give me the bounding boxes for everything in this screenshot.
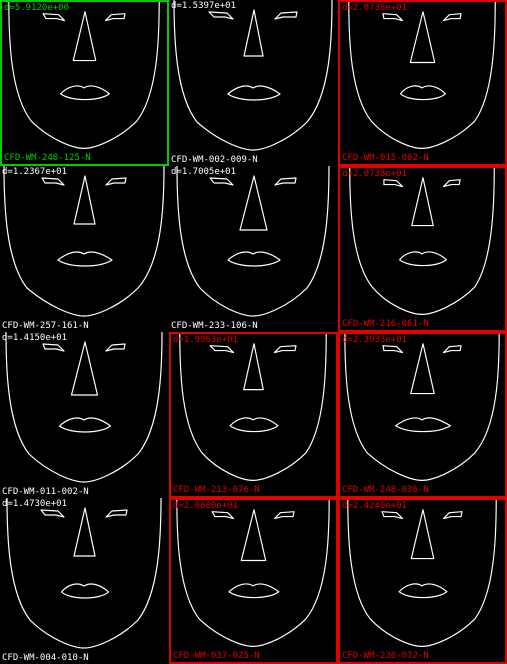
face-landmark-drawing (2, 2, 167, 164)
face-landmark-drawing (340, 2, 505, 164)
jaw-outline (9, 2, 159, 148)
face-landmark-drawing (169, 166, 338, 332)
right-eye (443, 512, 462, 519)
jaw-outline (177, 500, 329, 646)
face-tile[interactable]: d=1.5397e+01 CFD-WM-002-009-N (169, 0, 338, 166)
mouth (399, 584, 447, 598)
face-landmark-drawing (340, 168, 505, 330)
left-eye (42, 178, 64, 185)
face-tile[interactable]: d=1.9963e+01 CFD-WM-213-076-N (169, 332, 338, 498)
jaw-outline (350, 168, 494, 314)
nose (244, 10, 263, 56)
jaw-outline (349, 2, 495, 148)
jaw-outline (345, 334, 499, 480)
left-eye (41, 510, 64, 517)
right-eye (443, 14, 461, 21)
face-tile[interactable]: d=2.0738e+01 CFD-WM-015-002-N (338, 0, 507, 166)
right-eye (106, 178, 126, 185)
face-landmark-drawing (0, 166, 169, 332)
face-landmark-drawing (340, 334, 505, 496)
right-eye (275, 178, 296, 185)
left-eye (210, 178, 233, 185)
mouth (228, 252, 280, 266)
left-eye (383, 14, 403, 21)
left-eye (43, 344, 64, 351)
right-eye (106, 344, 125, 351)
face-tile[interactable]: d=1.4150e+01 CFD-WM-011-002-N (0, 332, 169, 498)
face-tile[interactable]: d=2.0738e+01 CFD-WM-216-061-N (338, 166, 507, 332)
face-tile[interactable]: d=1.4730e+01 CFD-WM-004-010-N (0, 498, 169, 664)
left-eye (43, 14, 64, 21)
face-landmark-drawing (340, 500, 505, 662)
face-landmark-drawing (0, 498, 169, 664)
nose (74, 176, 95, 224)
nose (241, 510, 265, 561)
nose (74, 508, 95, 556)
right-eye (443, 180, 460, 187)
mouth (62, 584, 109, 598)
face-tile[interactable]: d=1.2367e+01 CFD-WM-257-161-N (0, 166, 169, 332)
nose (411, 344, 434, 394)
jaw-outline (177, 166, 329, 316)
left-eye (384, 180, 403, 187)
jaw-outline (4, 166, 164, 316)
face-landmark-drawing (171, 500, 336, 662)
jaw-outline (174, 0, 332, 150)
face-landmark-drawing (169, 0, 338, 166)
mouth (401, 86, 446, 100)
nose (411, 510, 433, 559)
mouth (61, 86, 110, 100)
face-tile[interactable]: d=1.7005e+01 CFD-WM-233-106-N (169, 166, 338, 332)
right-eye (443, 346, 461, 353)
jaw-outline (348, 500, 496, 646)
left-eye (382, 512, 403, 519)
left-eye (209, 12, 233, 19)
face-tile[interactable]: d=2.3933e+01 CFD-WM-248-036-N (338, 332, 507, 498)
mouth (230, 418, 278, 432)
mouth (60, 418, 111, 432)
nose (72, 342, 98, 395)
mouth (396, 418, 451, 432)
face-tile[interactable]: d=2.0600e+01 CFD-WM-037-025-N (169, 498, 338, 664)
face-landmark-drawing (171, 334, 336, 496)
face-tile[interactable]: d=2.4240e+01 CFD-WM-236-072-N (338, 498, 507, 664)
jaw-outline (6, 332, 162, 482)
left-eye (383, 346, 403, 353)
right-eye (275, 12, 297, 19)
nose (410, 12, 434, 63)
face-tile[interactable]: d=5.9120e+00 CFD-WM-240-125-N (0, 0, 169, 166)
nose (240, 176, 267, 230)
mouth (58, 252, 112, 266)
nose (244, 344, 264, 390)
right-eye (105, 14, 125, 21)
nose (73, 12, 95, 61)
left-eye (212, 512, 233, 519)
face-landmark-drawing (0, 332, 169, 498)
left-eye (210, 346, 233, 353)
right-eye (274, 512, 294, 519)
right-eye (274, 346, 295, 353)
nose (412, 178, 433, 226)
jaw-outline (180, 334, 326, 480)
jaw-outline (7, 498, 161, 648)
mouth (229, 584, 279, 598)
mouth (400, 252, 447, 266)
right-eye (106, 510, 127, 517)
mouth (228, 86, 280, 100)
